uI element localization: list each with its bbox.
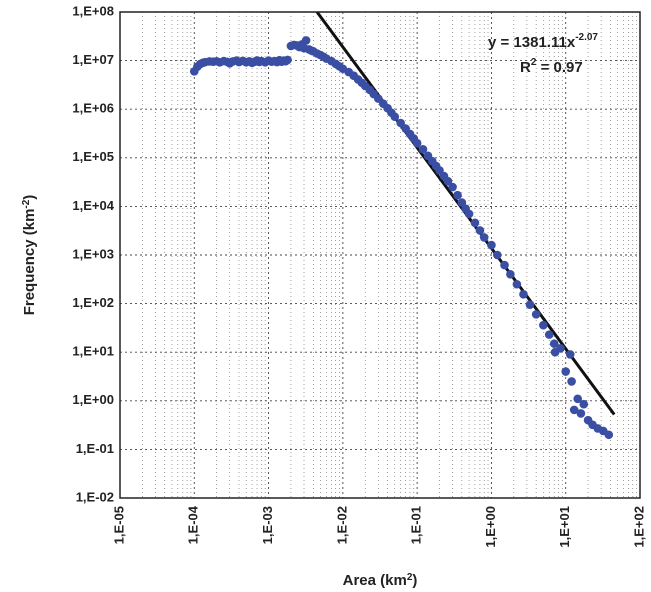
data-point [506, 270, 515, 279]
y-tick-label: 1,E+06 [72, 101, 114, 116]
y-tick-label: 1,E+07 [72, 52, 114, 67]
x-tick-label: 1,E+01 [557, 506, 572, 548]
data-point [464, 209, 474, 219]
data-point [500, 260, 509, 270]
y-tick-labels: 1,E-02 1,E-01 1,E+00 1,E+01 1,E+02 1,E+03 1,E+… [72, 3, 114, 504]
data-point [579, 399, 589, 409]
y-tick-label: 1,E+04 [72, 198, 114, 213]
data-point [549, 339, 559, 348]
data-point [301, 36, 311, 45]
data-point [475, 226, 485, 235]
data-point [576, 409, 586, 418]
data-point [479, 233, 489, 242]
y-axis-title-end: ) [21, 195, 38, 200]
y-axis-title-main: Frequency (km [21, 209, 38, 316]
x-tick-label: 1,E-02 [334, 506, 349, 544]
data-point [604, 430, 614, 440]
data-point [531, 310, 541, 319]
x-tick-label: 1,E-04 [186, 505, 201, 544]
data-point [418, 144, 428, 154]
y-tick-label: 1,E+05 [72, 149, 114, 164]
x-tick-label: 1,E-05 [111, 506, 126, 544]
x-tick-label: 1,E-01 [409, 506, 424, 544]
plot-frame [119, 11, 641, 499]
y-axis-title-sup: -2 [21, 199, 32, 208]
r-squared-sup: 2 [531, 57, 537, 68]
data-point [443, 176, 453, 186]
data-point [565, 350, 575, 359]
data-point [453, 190, 462, 200]
x-axis-title-end: ) [412, 572, 417, 589]
y-tick-label: 1,E+08 [72, 3, 114, 18]
fit-equation-exponent: -2.07 [575, 32, 598, 43]
data-point [448, 182, 457, 192]
data-points [189, 36, 614, 440]
y-tick-label: 1,E+03 [72, 246, 114, 261]
data-point [556, 344, 565, 353]
r-squared-value: = 0.97 [536, 59, 582, 76]
fit-equation: y = 1381.11x-2.07 [488, 32, 598, 51]
r-squared-prefix: R [520, 59, 531, 76]
x-tick-labels: 1,E-05 1,E-04 1,E-03 1,E-02 1,E-01 1,E+00 1,E+… [111, 505, 646, 547]
data-point [561, 367, 571, 376]
y-axis-title: Frequency (km-2) [21, 195, 39, 316]
x-axis-title-sup: 2 [407, 572, 413, 583]
y-tick-label: 1,E-02 [76, 489, 114, 504]
data-point [493, 250, 502, 260]
data-point [573, 394, 583, 404]
data-point [539, 320, 548, 330]
x-tick-label: 1,E-03 [260, 506, 275, 544]
data-point [519, 290, 528, 299]
x-tick-label: 1,E+00 [483, 506, 498, 548]
r-squared: R2 = 0.97 [520, 57, 583, 76]
y-tick-label: 1,E+02 [72, 295, 114, 310]
data-point [390, 112, 400, 122]
y-tick-label: 1,E+00 [72, 392, 114, 407]
fit-equation-main: y = 1381.11x [488, 34, 576, 51]
x-tick-label: 1,E+02 [631, 506, 646, 548]
data-point [412, 138, 422, 148]
data-point [396, 118, 405, 128]
data-point [470, 218, 480, 228]
data-point [567, 377, 576, 386]
x-axis-title: Area (km2) [343, 572, 418, 590]
y-tick-label: 1,E+01 [72, 344, 114, 359]
data-point [512, 279, 522, 289]
y-tick-label: 1,E-01 [76, 441, 114, 456]
data-point [487, 240, 496, 250]
x-axis-title-main: Area (km [343, 572, 407, 589]
data-point [569, 405, 579, 415]
data-point [283, 55, 292, 65]
data-point [525, 300, 535, 309]
data-point [544, 330, 554, 339]
